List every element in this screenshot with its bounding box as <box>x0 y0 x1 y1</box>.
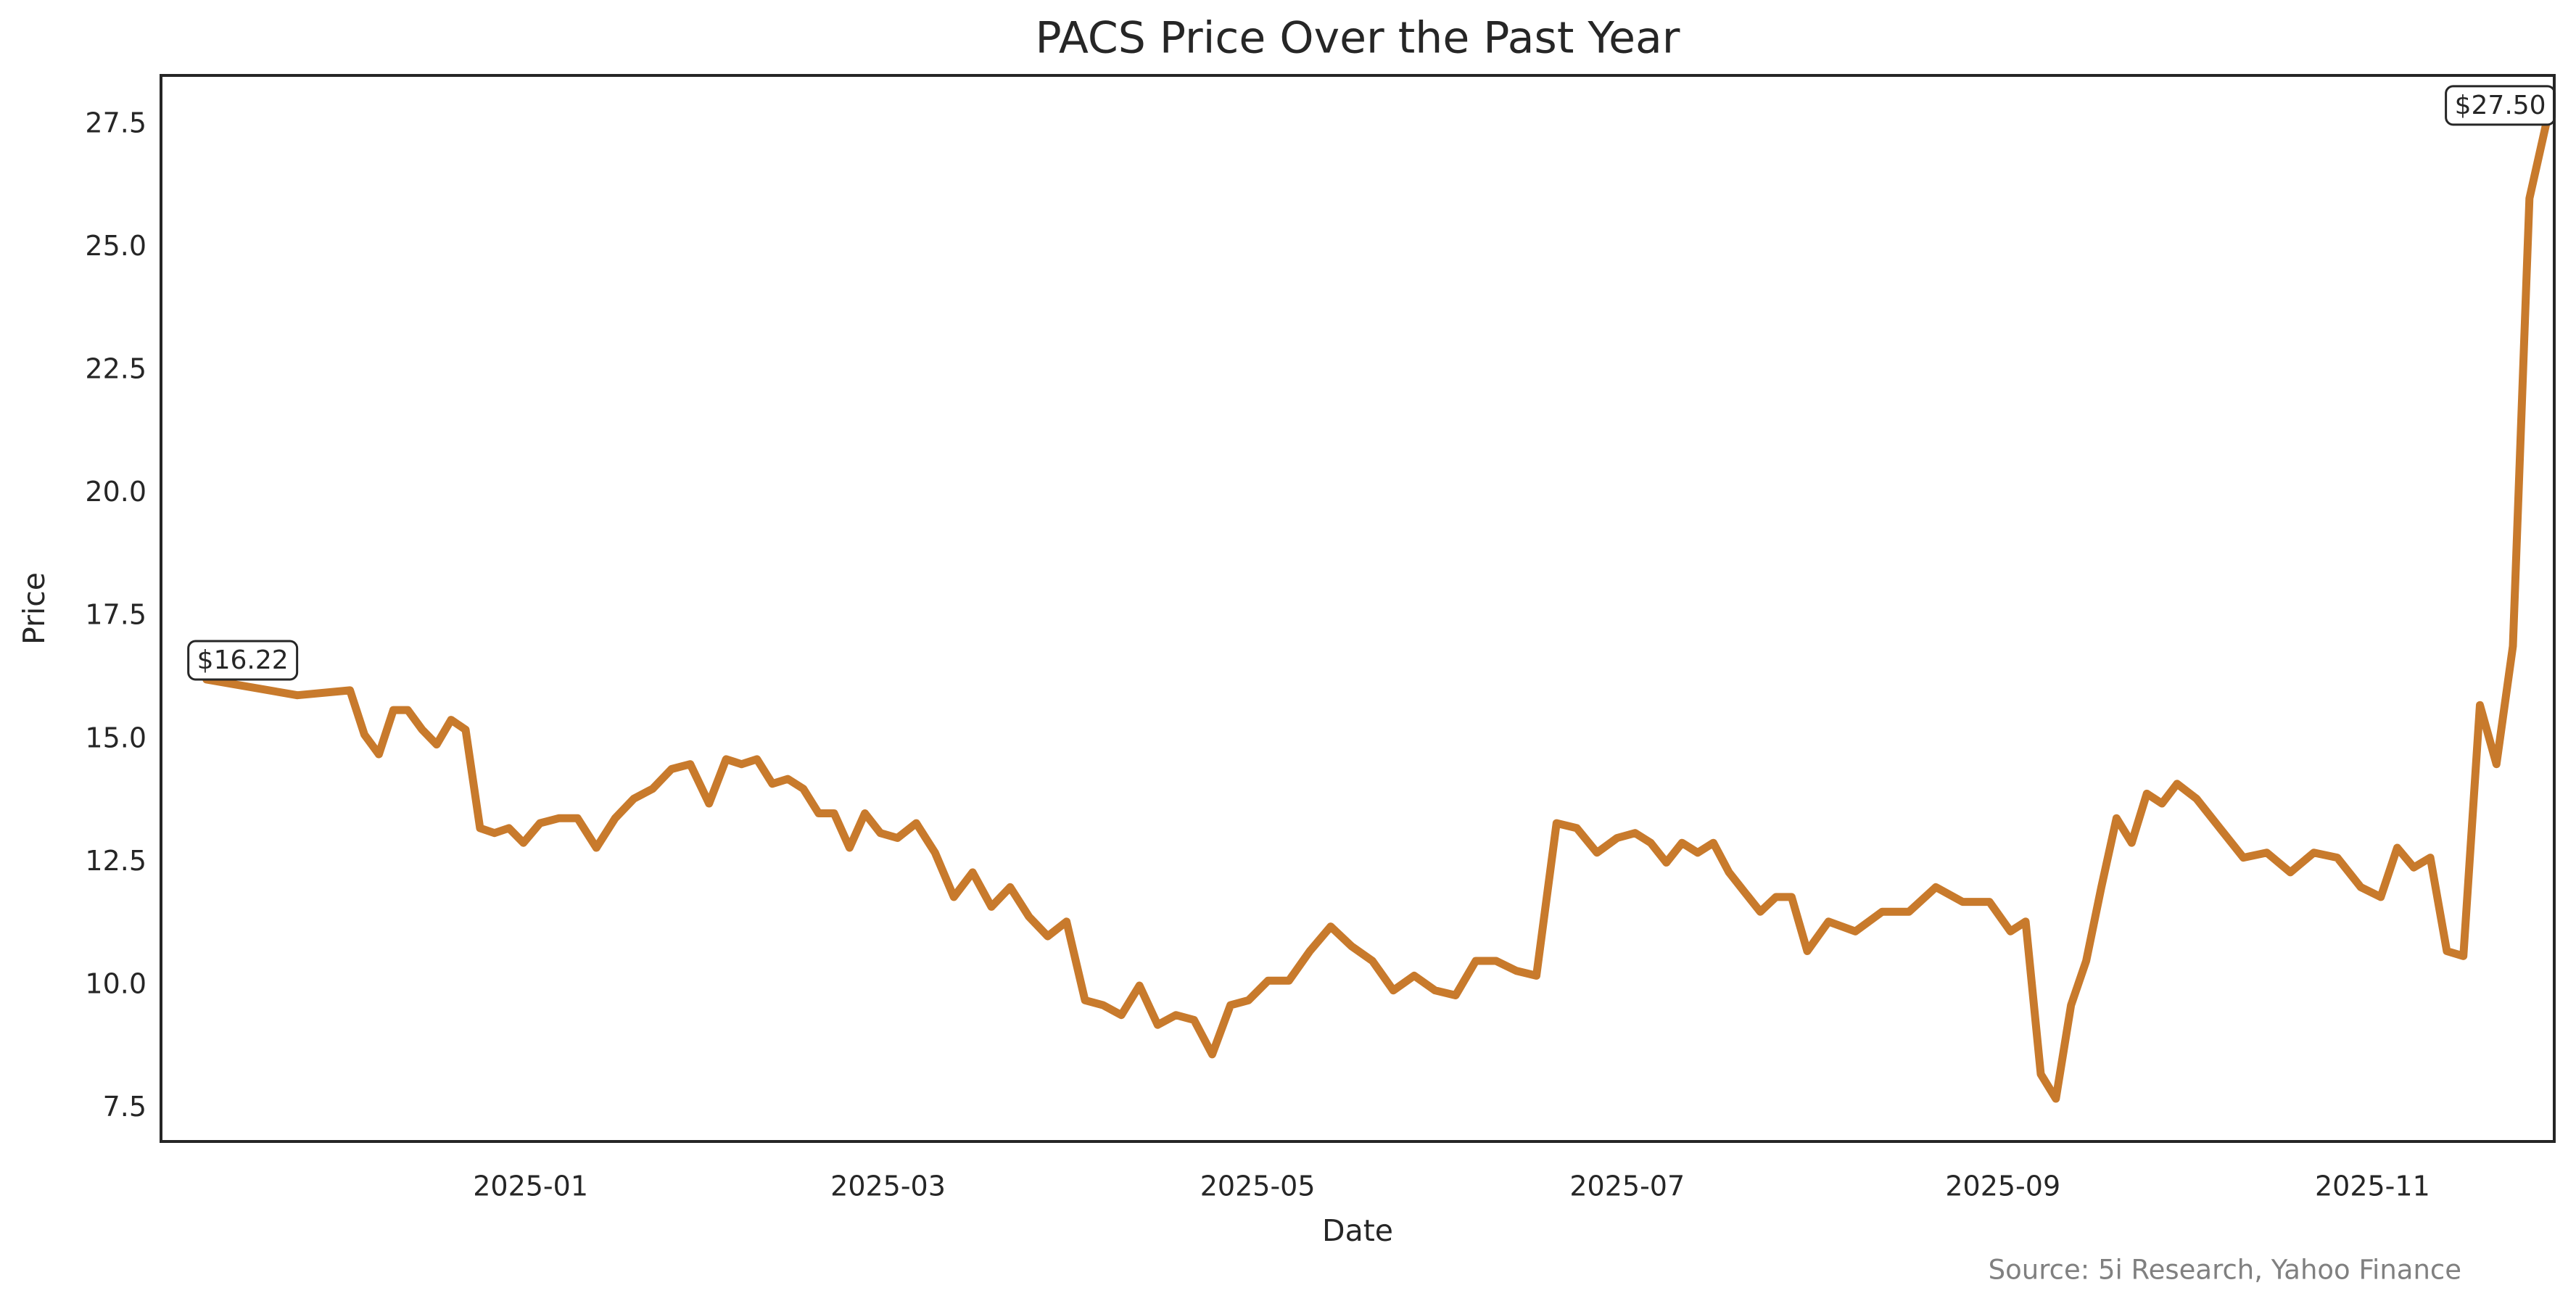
annotation: $27.50 <box>2445 85 2556 126</box>
y-tick-label: 17.5 <box>85 599 146 631</box>
price-line <box>202 120 2551 1103</box>
plot-frame <box>160 74 2556 1143</box>
chart-title: PACS Price Over the Past Year <box>1036 13 1680 64</box>
annotation: $16.22 <box>187 640 299 681</box>
x-axis-label: Date <box>1322 1213 1393 1248</box>
plot-area: $16.22 $27.50 <box>187 85 2556 1103</box>
x-tick-label: 2025-11 <box>2315 1170 2430 1202</box>
annotation-box <box>187 640 299 681</box>
x-tick-label: 2025-01 <box>473 1170 588 1202</box>
y-tick-label: 27.5 <box>85 107 146 139</box>
annotation-label: $16.22 <box>197 645 289 675</box>
x-tick-label: 2025-07 <box>1569 1170 1685 1202</box>
y-tick-label: 10.0 <box>85 967 146 999</box>
x-tick-label: 2025-09 <box>1945 1170 2060 1202</box>
y-tick-label: 7.5 <box>103 1091 146 1123</box>
y-tick-label: 20.0 <box>85 476 146 508</box>
y-axis-label: Price <box>17 572 51 645</box>
x-tick-label: 2025-03 <box>830 1170 946 1202</box>
y-tick-label: 25.0 <box>85 230 146 262</box>
x-tick-label: 2025-05 <box>1200 1170 1316 1202</box>
annotation-label: $27.50 <box>2455 91 2546 120</box>
y-tick-label: 15.0 <box>85 722 146 753</box>
y-tick-label: 12.5 <box>85 845 146 877</box>
source-note: Source: 5i Research, Yahoo Finance <box>1989 1255 2461 1286</box>
y-tick-label: 22.5 <box>85 353 146 385</box>
